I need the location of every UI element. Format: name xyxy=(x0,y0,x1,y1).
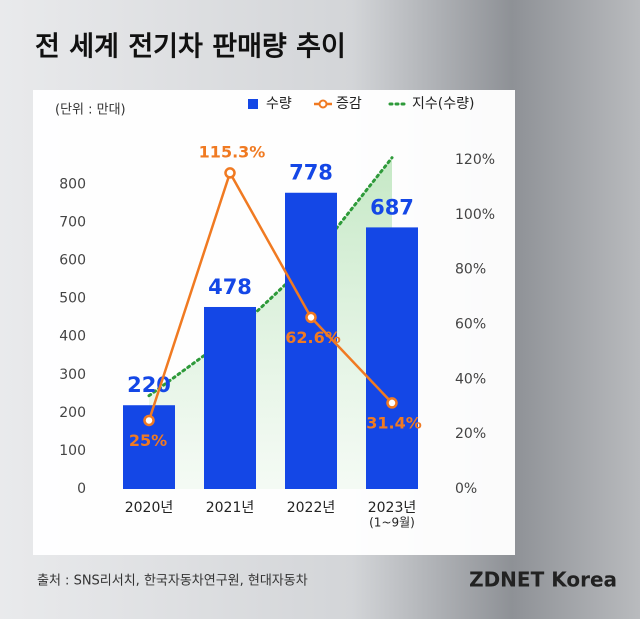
y-tick-label: 400 xyxy=(59,329,86,345)
bar xyxy=(204,306,256,489)
unit-label: (단위 : 만대) xyxy=(55,103,126,118)
line-point xyxy=(224,167,236,179)
y-tick-label: 500 xyxy=(59,291,86,307)
legend-label: 증감 xyxy=(336,96,362,112)
bar-label: 687 xyxy=(370,195,414,219)
line-label: 62.6% xyxy=(285,328,341,347)
source: 출처 : SNS리서치, 한국자동차연구원, 현대자동차 xyxy=(37,574,308,589)
line-point xyxy=(305,311,317,324)
title: 전 세계 전기차 판매량 추이 xyxy=(35,32,346,63)
logo: ZDNET Korea xyxy=(469,568,617,592)
x-tick-label: 2021년 xyxy=(206,500,255,516)
bar xyxy=(285,192,337,489)
y2-tick-label: 60% xyxy=(455,317,486,333)
line xyxy=(147,169,393,421)
bar xyxy=(366,227,418,490)
bar-label: 778 xyxy=(289,161,333,185)
y2-tick-label: 120% xyxy=(455,152,495,168)
line-label: 31.4% xyxy=(366,413,422,432)
y-tick-label: 300 xyxy=(59,367,86,383)
y-tick-label: 800 xyxy=(59,176,86,192)
y2-tick-label: 0% xyxy=(455,481,477,497)
x-tick-label: 2023년 (1~9월) xyxy=(368,500,417,529)
line-point xyxy=(143,414,155,427)
y2-tick-label: 100% xyxy=(455,207,495,223)
y-tick-label: 200 xyxy=(59,405,86,421)
legend-label: 수량 xyxy=(266,96,292,112)
legend-label: 지수(수량) xyxy=(412,96,474,112)
trend-line xyxy=(147,156,394,398)
y2-tick-label: 40% xyxy=(455,371,486,387)
bar-label: 478 xyxy=(208,275,252,299)
y2-tick-label: 20% xyxy=(455,426,486,442)
legend-swatch xyxy=(318,99,328,109)
x-tick-label: 2022년 xyxy=(287,500,336,516)
line-point xyxy=(386,397,398,409)
y-tick-label: 700 xyxy=(59,214,86,230)
line-label: 115.3% xyxy=(199,142,266,161)
y-tick-label: 100 xyxy=(59,443,86,459)
x-tick-label: 2020년 xyxy=(125,500,174,516)
line-label: 25% xyxy=(129,431,167,450)
y-tick-label: 0 xyxy=(77,481,86,497)
y-tick-label: 600 xyxy=(59,253,86,269)
legend-swatch xyxy=(248,99,258,109)
y2-tick-label: 80% xyxy=(455,262,486,278)
